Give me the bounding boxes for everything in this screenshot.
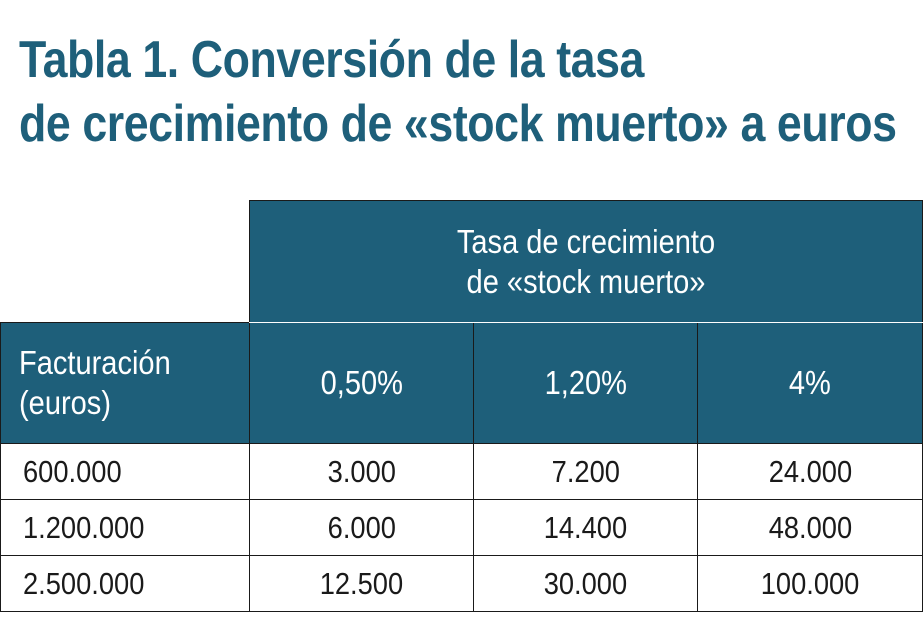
cell-text: 48.000 bbox=[768, 509, 852, 545]
row-header-line-1: Facturación bbox=[19, 344, 171, 381]
value-cell: 48.000 bbox=[696, 499, 923, 556]
cell-text: 14.400 bbox=[543, 509, 628, 545]
growth-rate-group-header: Tasa de crecimiento de «stock muerto» bbox=[248, 200, 923, 323]
cell-text: 30.000 bbox=[543, 565, 628, 601]
row-header-line-2: (euros) bbox=[19, 384, 111, 421]
value-cell: 14.400 bbox=[473, 499, 698, 556]
group-header-row: Tasa de crecimiento de «stock muerto» bbox=[0, 200, 923, 323]
column-header-0-50: 0,50% bbox=[249, 322, 474, 444]
cell-text: 24.000 bbox=[768, 453, 852, 489]
cell-text: 12.500 bbox=[319, 565, 404, 601]
value-cell: 24.000 bbox=[696, 443, 923, 500]
table-row: 600.000 3.000 7.200 24.000 bbox=[0, 443, 923, 500]
column-header-4: 4% bbox=[696, 322, 923, 444]
empty-corner-cell bbox=[0, 200, 250, 323]
facturacion-cell: 2.500.000 bbox=[0, 555, 250, 612]
facturacion-header: Facturación (euros) bbox=[0, 322, 250, 444]
group-header-line-2: de «stock muerto» bbox=[466, 262, 706, 300]
facturacion-cell: 600.000 bbox=[0, 443, 250, 500]
cell-text: 600.000 bbox=[23, 453, 122, 489]
group-header-line-1: Tasa de crecimiento bbox=[456, 222, 716, 260]
cell-text: 7.200 bbox=[551, 453, 620, 489]
value-cell: 3.000 bbox=[249, 443, 474, 500]
table-row: 1.200.000 6.000 14.400 48.000 bbox=[0, 499, 923, 556]
column-header-1-20: 1,20% bbox=[473, 322, 698, 444]
cell-text: 100.000 bbox=[760, 565, 860, 601]
cell-text: 3.000 bbox=[327, 453, 396, 489]
value-cell: 12.500 bbox=[249, 555, 474, 612]
cell-text: 2.500.000 bbox=[23, 565, 145, 601]
column-header-label: 4% bbox=[789, 364, 831, 401]
value-cell: 30.000 bbox=[473, 555, 698, 612]
cell-text: 6.000 bbox=[327, 509, 396, 545]
cell-text: 1.200.000 bbox=[23, 509, 145, 545]
title-line-2: de crecimiento de «stock muerto» a euros bbox=[19, 95, 897, 153]
conversion-table: Tasa de crecimiento de «stock muerto» Fa… bbox=[0, 200, 923, 612]
facturacion-cell: 1.200.000 bbox=[0, 499, 250, 556]
column-header-label: 1,20% bbox=[544, 364, 627, 401]
table-row: 2.500.000 12.500 30.000 100.000 bbox=[0, 555, 923, 612]
table-title: Tabla 1. Conversión de la tasa de crecim… bbox=[19, 28, 897, 156]
value-cell: 6.000 bbox=[249, 499, 474, 556]
value-cell: 7.200 bbox=[473, 443, 698, 500]
column-header-label: 0,50% bbox=[320, 364, 403, 401]
value-cell: 100.000 bbox=[696, 555, 923, 612]
column-header-row: Facturación (euros) 0,50% 1,20% 4% bbox=[0, 322, 923, 444]
title-line-1: Tabla 1. Conversión de la tasa bbox=[19, 31, 645, 89]
